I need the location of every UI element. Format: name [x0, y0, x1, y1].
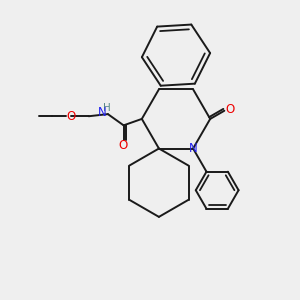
Text: O: O	[118, 139, 127, 152]
Text: O: O	[66, 110, 76, 123]
Text: O: O	[225, 103, 234, 116]
Text: N: N	[98, 106, 107, 119]
Text: H: H	[103, 103, 110, 113]
Text: N: N	[189, 142, 197, 155]
